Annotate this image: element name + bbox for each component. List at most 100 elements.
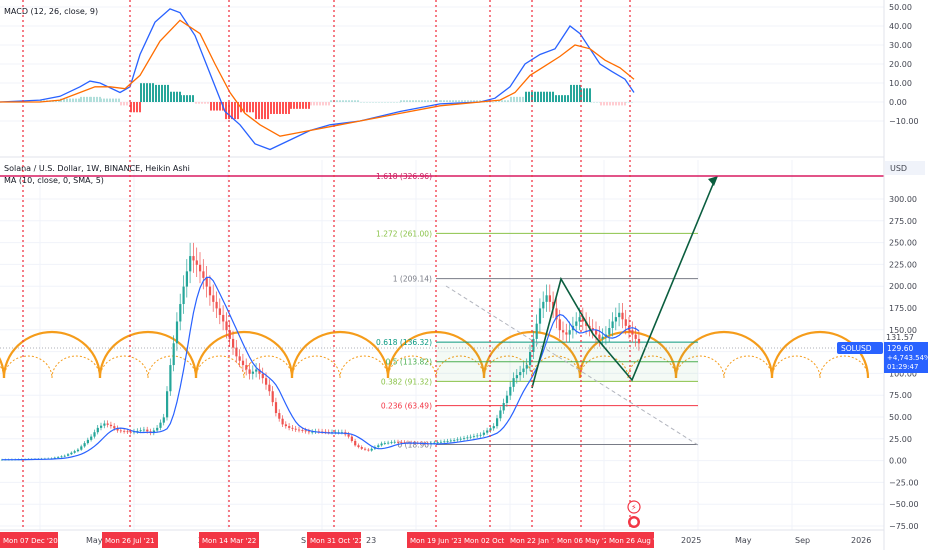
candle-body — [228, 330, 231, 339]
macd-histogram-bar — [225, 102, 227, 120]
macd-histogram-bar — [164, 84, 166, 102]
downtrend-line[interactable] — [445, 285, 699, 446]
candle-body — [548, 295, 551, 302]
macd-histogram-bar — [78, 98, 80, 102]
date-marker-badge[interactable] — [554, 532, 608, 548]
currency-box[interactable] — [885, 161, 925, 175]
macd-tick-label: 10.00 — [889, 79, 912, 88]
macd-histogram-bar — [328, 102, 330, 106]
macd-histogram-bar — [573, 84, 575, 102]
candle-body — [255, 369, 258, 372]
time-tick-label: May — [735, 536, 752, 545]
date-marker-badge[interactable] — [199, 532, 259, 548]
macd-histogram-bar — [473, 100, 475, 102]
candle-body — [126, 431, 129, 433]
cycle-subarc — [579, 355, 629, 379]
macd-histogram-bar — [558, 95, 560, 102]
macd-histogram-bar — [325, 102, 327, 106]
macd-pane[interactable]: MACD (12, 26, close, 9) — [0, 6, 884, 151]
macd-histogram-bar — [80, 96, 82, 102]
macd-histogram-bar — [302, 102, 304, 109]
macd-histogram-bar — [130, 102, 132, 113]
cycle-arcs — [0, 330, 870, 379]
macd-histogram-bar — [593, 102, 595, 103]
macd-histogram-bar — [285, 102, 287, 114]
macd-histogram-bar — [139, 102, 141, 113]
macd-histogram-bar — [458, 100, 460, 102]
candle-body — [63, 455, 66, 457]
candle-body — [357, 445, 360, 448]
macd-histogram-bar — [351, 100, 353, 102]
fib-level-label: 0.5 (113.82) — [386, 358, 432, 367]
candle-body — [512, 378, 515, 387]
candle-body — [235, 347, 238, 357]
candle-body — [218, 308, 221, 315]
macd-histogram-bar — [507, 100, 509, 102]
macd-histogram-bar — [479, 100, 481, 102]
symbol-badge[interactable] — [837, 342, 883, 354]
candle-body — [265, 378, 268, 385]
fibonacci-retracement[interactable]: 1.618 (326.96)1.272 (261.00)1 (209.14)0.… — [376, 172, 698, 450]
macd-histogram-bar — [234, 102, 236, 120]
macd-histogram-bar — [293, 102, 295, 109]
macd-histogram-bar — [624, 102, 626, 106]
candle-body — [591, 328, 594, 331]
date-marker-badge[interactable] — [102, 532, 158, 548]
macd-histogram-bar — [618, 102, 620, 106]
macd-histogram-bar — [409, 100, 411, 102]
candle-body — [304, 430, 307, 432]
candle-body — [189, 256, 192, 272]
macd-histogram-bar — [86, 96, 88, 102]
candle-body — [76, 449, 80, 452]
macd-histogram-bar — [207, 102, 209, 104]
candle-body — [502, 403, 505, 411]
candle-body — [136, 430, 139, 432]
candle-body — [123, 430, 126, 432]
macd-histogram-bar — [261, 102, 263, 120]
time-tick-label: S — [301, 536, 306, 545]
price-pane[interactable]: 1.618 (326.96)1.272 (261.00)1 (209.14)0.… — [0, 160, 884, 530]
date-marker-badge[interactable] — [461, 532, 519, 548]
projection-path[interactable] — [531, 176, 717, 389]
candle-body — [397, 441, 400, 443]
candle-body — [618, 312, 621, 318]
candle-body — [400, 442, 403, 443]
macd-histogram-bar — [366, 102, 368, 103]
macd-histogram-bar — [567, 95, 569, 102]
fib-level-label: 1.272 (261.00) — [376, 229, 432, 238]
date-marker-label: Mon 19 Jun '23 — [410, 537, 462, 545]
alert-icon[interactable] — [627, 500, 641, 514]
candle-body — [555, 308, 558, 320]
time-tick-label: 2025 — [681, 536, 701, 545]
candle-body — [281, 418, 284, 425]
candle-body — [80, 446, 83, 450]
macd-histogram-bar — [399, 102, 401, 103]
date-marker-badge[interactable] — [507, 532, 557, 548]
price-tag-timer: 01:29:47 — [887, 363, 918, 371]
date-marker-badge[interactable] — [307, 532, 361, 548]
macd-histogram-bar — [387, 102, 389, 103]
price-top: 131.57 — [886, 333, 914, 342]
date-marker-badge[interactable] — [407, 532, 465, 548]
fib-zone-fill — [436, 342, 698, 382]
macd-histogram-bar — [369, 102, 371, 103]
candle-body — [298, 429, 301, 431]
price-axis[interactable]: 50.00 40.00 30.00 20.00 10.00 0.00 −10.00 300.… — [837, 0, 931, 550]
macd-histogram-bar — [606, 102, 608, 106]
macd-histogram-bar — [143, 83, 145, 102]
time-axis[interactable]: May202S232025MaySep2026Mon 07 Dec '20Mon… — [0, 529, 884, 548]
macd-histogram-bar — [170, 91, 172, 102]
date-marker-badge[interactable] — [606, 532, 654, 548]
date-marker-badge[interactable] — [0, 532, 58, 548]
macd-histogram-bar — [255, 102, 257, 120]
candle-body — [624, 319, 627, 326]
candle-body — [350, 436, 353, 441]
macd-histogram-bar — [433, 100, 435, 102]
macd-histogram-bar — [476, 100, 478, 102]
candle-body — [109, 424, 113, 427]
macd-tick-label: 0.00 — [889, 98, 907, 107]
candle-body — [222, 314, 225, 322]
candle-body — [166, 391, 169, 418]
candle-body — [532, 338, 535, 352]
